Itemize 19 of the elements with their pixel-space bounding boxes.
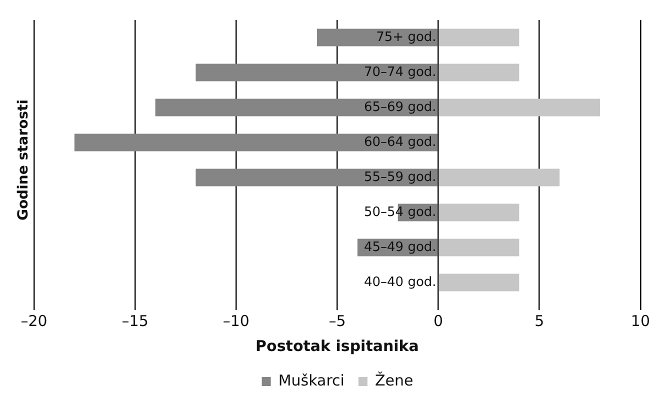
x-tick-label: –5	[328, 312, 346, 330]
x-axis-title: Postotak ispitanika	[256, 336, 419, 355]
legend-label: Žene	[374, 371, 414, 390]
x-tick-label: 5	[534, 312, 544, 330]
x-tick-label: 10	[630, 312, 650, 330]
y-tick-label: 60–64 god.	[364, 134, 436, 150]
y-tick-label: 45–49 god.	[364, 240, 436, 255]
x-tick-label: –10	[222, 312, 250, 330]
y-tick-label: 70–74 god.	[364, 64, 436, 80]
y-tick-label: 55–59 god.	[364, 170, 436, 185]
y-tick-label: 50–54 god.	[364, 204, 436, 220]
y-axis-title: Godine starosti	[16, 99, 32, 221]
y-tick-label: 75+ god.	[376, 30, 436, 45]
x-tick-label: –15	[122, 312, 148, 330]
y-tick-label: 40–40 god.	[364, 274, 436, 290]
legend-label: Muškarci	[278, 371, 344, 390]
x-tick-label: –20	[20, 312, 48, 330]
x-tick-label: 0	[434, 312, 444, 330]
y-tick-label: 65–69 god.	[364, 100, 436, 115]
